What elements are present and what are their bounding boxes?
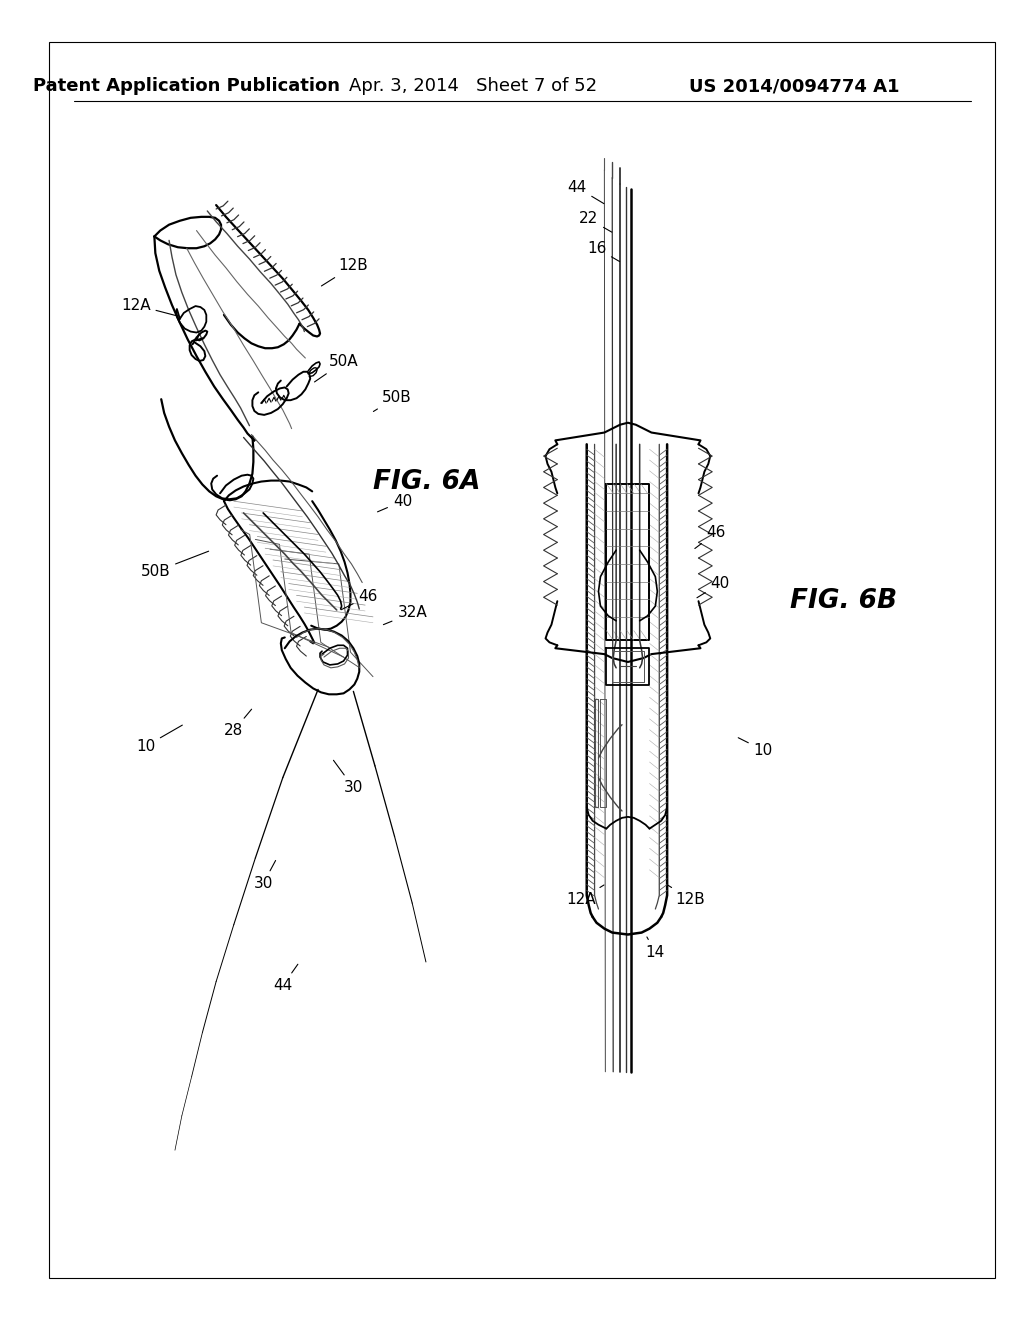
Text: 46: 46 [695, 525, 726, 549]
Text: Patent Application Publication: Patent Application Publication [33, 78, 340, 95]
Text: Apr. 3, 2014   Sheet 7 of 52: Apr. 3, 2014 Sheet 7 of 52 [349, 78, 597, 95]
Text: 10: 10 [738, 738, 773, 758]
Text: FIG. 6B: FIG. 6B [791, 589, 897, 614]
Text: 30: 30 [334, 760, 364, 795]
Text: 30: 30 [254, 861, 275, 891]
Text: 12B: 12B [668, 884, 706, 907]
Text: 44: 44 [273, 964, 298, 993]
Text: 40: 40 [378, 494, 412, 512]
Text: 10: 10 [136, 725, 182, 754]
Text: 44: 44 [567, 180, 604, 203]
Text: 40: 40 [697, 576, 730, 598]
Text: 12B: 12B [322, 259, 369, 286]
Text: US 2014/0094774 A1: US 2014/0094774 A1 [689, 78, 900, 95]
Text: 46: 46 [341, 589, 378, 610]
Text: 28: 28 [224, 709, 252, 738]
Text: 12A: 12A [121, 297, 178, 317]
Text: 32A: 32A [383, 606, 427, 624]
Text: 16: 16 [587, 240, 620, 261]
Text: 50B: 50B [374, 389, 412, 412]
Text: 50A: 50A [314, 355, 358, 381]
Text: 12A: 12A [566, 884, 604, 907]
Text: 14: 14 [646, 937, 665, 960]
Text: FIG. 6A: FIG. 6A [373, 469, 480, 495]
Text: 22: 22 [579, 211, 611, 232]
Text: 50B: 50B [140, 552, 209, 579]
